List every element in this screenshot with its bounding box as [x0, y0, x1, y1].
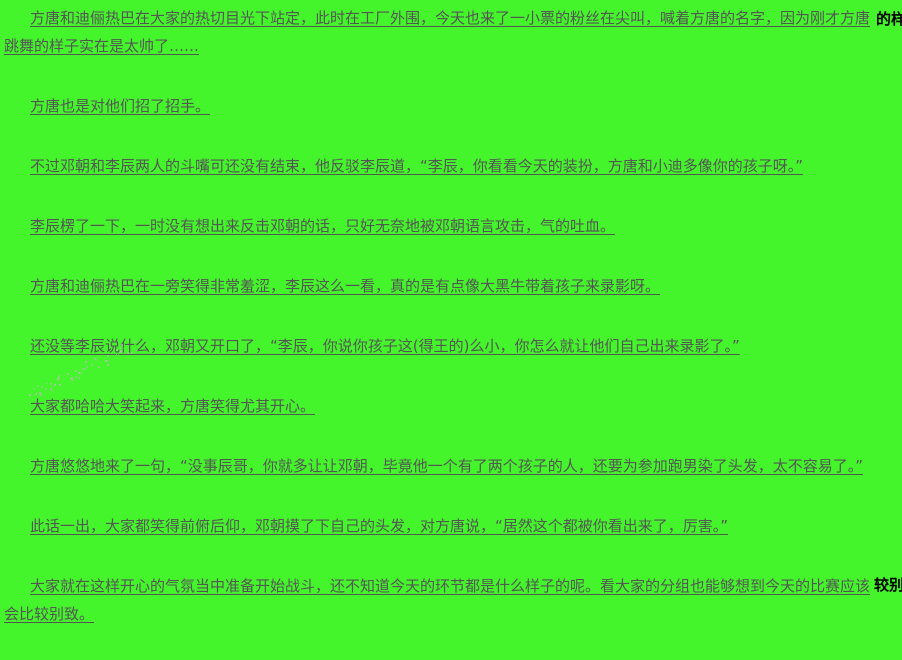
novel-paragraph: 不过邓朝和李辰两人的斗嘴可还没有结束，他反驳李辰道，“李辰，你看看今天的装扮，方… — [30, 157, 804, 175]
novel-paragraph: 大家都哈哈大笑起来，方唐笑得尤其开心。 — [30, 397, 316, 415]
novel-paragraph: 方唐和迪俪热巴在一旁笑得非常羞涩，李辰这么一看，真的是有点像大黑牛带着孩子来录影… — [30, 277, 661, 295]
novel-paragraph: 方唐悠悠地来了一句，“没事辰哥，你就多让让邓朝，毕竟他一个有了两个孩子的人，还要… — [30, 457, 864, 475]
novel-paragraph: 方唐也是对他们招了招手。 — [30, 97, 211, 115]
reader-page: { "colors": { "background": "#44f52b", "… — [4, 9, 902, 623]
novel-text-body: 方唐和迪俪热巴在大家的热切目光下站定，此时在工厂外围，今天也来了一小票的粉丝在尖… — [4, 4, 880, 660]
edge-overflow-text: 的样 — [876, 10, 902, 28]
novel-paragraph: 此话一出，大家都笑得前俯后仰，邓朝摸了下自己的头发，对方唐说，“居然这个都被你看… — [30, 517, 729, 535]
novel-paragraph: 李辰楞了一下，一时没有想出来反击邓朝的话，只好无奈地被邓朝语言攻击，气的吐血。 — [30, 217, 616, 235]
edge-overflow-text: 较别 — [874, 576, 902, 594]
novel-paragraph: 大家就在这样开心的气氛当中准备开始战斗，还不知道今天的环节都是什么样子的呢。看大… — [4, 577, 871, 623]
novel-paragraph: 方唐和迪俪热巴在大家的热切目光下站定，此时在工厂外围，今天也来了一小票的粉丝在尖… — [4, 9, 871, 55]
novel-paragraph: 还没等李辰说什么，邓朝又开口了，“李辰，你说你孩子这(得王的)么小，你怎么就让他… — [30, 337, 740, 355]
